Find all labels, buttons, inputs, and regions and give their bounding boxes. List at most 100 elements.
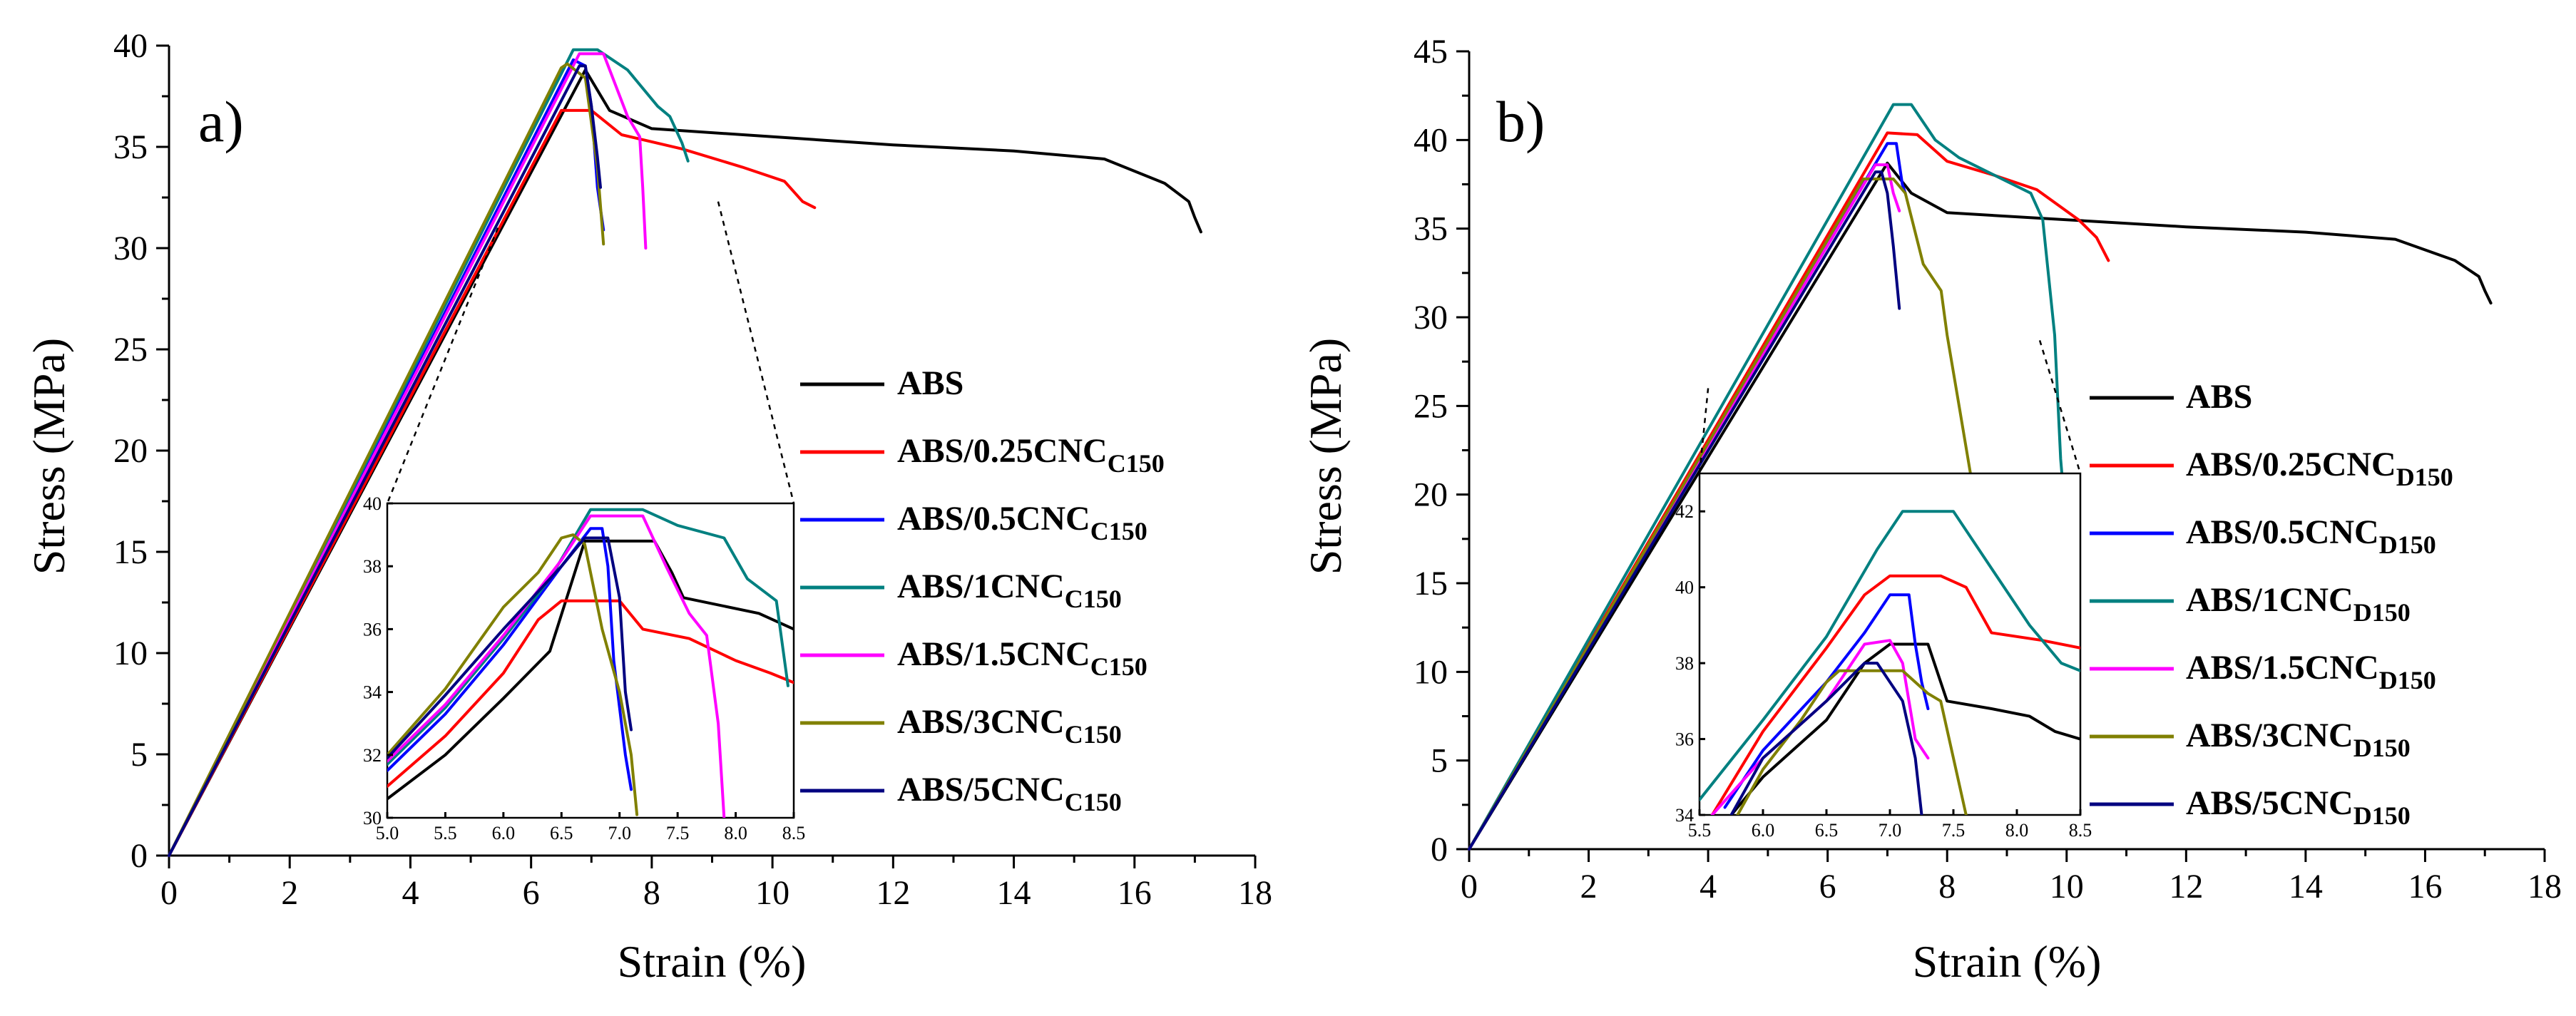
inset-x-tick-label: 8.0 [2005,820,2029,841]
y-tick-label: 25 [1414,387,1448,425]
x-tick-label: 14 [997,874,1031,912]
inset-x-tick-label: 6.0 [1752,820,1775,841]
x-tick-label: 18 [2528,868,2562,905]
inset-x-tick-label: 6.5 [550,823,573,843]
inset-x-tick-label: 7.5 [666,823,690,843]
y-tick-label: 0 [1431,831,1448,868]
legend-entry: ABS/1.5CNCD150 [2186,649,2436,694]
inset-series-line-3 [387,527,633,791]
inset-y-tick-label: 36 [363,619,382,640]
x-tick-label: 8 [643,874,660,912]
inset-x-tick-label: 7.5 [1942,820,1966,841]
inset-series-line-4 [1700,510,2080,801]
x-tick-label: 0 [160,874,178,912]
legend-entry: ABS [897,364,964,402]
y-axis-title: Stress (MPa) [1300,338,1351,575]
y-tick-label: 10 [1414,653,1448,691]
inset-series-line-3 [1723,593,1930,809]
y-tick-label: 35 [113,128,148,166]
panel-label: a) [198,89,244,154]
legend-entry: ABS [2186,378,2252,416]
x-tick-label: 6 [1819,868,1836,905]
y-tick-label: 30 [113,230,148,267]
inset-chart: 5.0 5.5 6.0 6.5 7.0 7.5 8.0 8.5 30 32 34 36 38 40 [363,493,805,843]
legend-entry: ABS/0.25CNCC150 [897,432,1165,478]
y-tick-label: 5 [131,736,148,774]
legend-entry: ABS/3CNCD150 [2186,717,2411,762]
x-tick-label: 8 [1938,868,1956,905]
x-tick-label: 14 [2289,868,2323,905]
y-tick-label: 40 [1414,121,1448,159]
inset-x-tick-label: 6.5 [1815,820,1839,841]
inset-x-tick-label: 5.5 [1688,820,1712,841]
inset-series-line-4 [387,508,789,766]
legend-label-subscript: D150 [2353,598,2411,627]
legend-label: ABS/1.5CNC [2186,649,2379,687]
legend-entry: ABS/5CNCC150 [897,771,1122,816]
y-tick-label: 15 [1414,565,1448,602]
legend-entry: ABS/0.5CNCC150 [897,500,1148,545]
series-line-2 [168,108,817,857]
inset-x-tick-label: 7.0 [1879,820,1902,841]
legend-entry: ABS/5CNCD150 [2186,784,2411,830]
legend-label-subscript: D150 [2379,666,2436,694]
legend-label-subscript: D150 [2353,734,2411,762]
legend-label-subscript: C150 [1108,449,1165,478]
inset-y-tick-label: 40 [363,493,382,514]
legend-label: ABS/0.25CNC [2186,446,2396,483]
legend-entry: ABS/1CNCC150 [897,568,1122,613]
legend-label: ABS/3CNC [2186,717,2353,754]
legend-label: ABS [2186,378,2252,416]
panel-b-chart: 0 2 4 6 8 10 12 14 16 18 0 5 10 15 20 25 30 35 40 45 Stress … [1300,33,2562,987]
legend-label-subscript: C150 [1090,517,1148,545]
legend-label: ABS/3CNC [897,703,1065,741]
x-tick-label: 18 [1238,874,1272,912]
legend-label: ABS/1CNC [2186,581,2353,619]
x-tick-label: 12 [2169,868,2203,905]
x-tick-label: 16 [2408,868,2442,905]
legend-label: ABS/0.25CNC [897,432,1108,470]
y-axis-title: Stress (MPa) [24,338,74,575]
x-tick-label: 4 [402,874,419,912]
legend-entry: ABS/3CNCC150 [897,703,1122,749]
zoom-guide-line [717,201,795,504]
x-tick-label: 2 [281,874,298,912]
inset-y-tick-label: 40 [1675,578,1694,598]
y-tick-label: 45 [1414,33,1448,71]
panel-a-chart: 0 2 4 6 8 10 12 14 16 18 0 5 10 15 20 25 30 35 40 Stress (M… [24,27,1272,987]
inset-x-tick-label: 5.0 [376,823,399,843]
legend-label: ABS/0.5CNC [897,500,1090,538]
y-tick-label: 20 [113,432,148,470]
legend: ABSABS/0.25CNCD150ABS/0.5CNCD150ABS/1CNC… [2090,378,2453,830]
zoom-guide-line [1698,388,1709,474]
inset-series-line-1 [387,539,794,801]
series-line-6 [1468,178,1979,851]
legend-label-subscript: D150 [2379,530,2436,559]
inset-series-line-2 [1710,574,2080,815]
legend-entry: ABS/1.5CNCC150 [897,635,1148,681]
x-tick-label: 2 [1580,868,1598,905]
x-tick-label: 6 [523,874,540,912]
series-line-7 [168,64,602,857]
inset-x-tick-label: 8.0 [724,823,747,843]
y-tick-label: 10 [113,635,148,672]
inset-x-tick-label: 8.5 [2069,820,2092,841]
legend-entry: ABS/0.25CNCD150 [2186,446,2453,491]
inset-x-tick-label: 5.5 [434,823,457,843]
legend-label: ABS/1CNC [897,568,1065,605]
inset-series-line-6 [387,533,639,816]
series-line-5 [168,52,648,857]
inset-y-tick-label: 32 [363,745,382,766]
legend-label: ABS/1.5CNC [897,635,1090,673]
legend-label: ABS [897,364,964,402]
x-tick-label: 0 [1461,868,1478,905]
x-tick-label: 16 [1118,874,1152,912]
inset-y-tick-label: 36 [1675,729,1694,750]
series-line-4 [168,48,690,857]
panel-label: b) [1496,89,1545,154]
inset-y-tick-label: 34 [363,682,382,703]
y-tick-label: 0 [131,837,148,875]
inset-y-tick-label: 34 [1675,805,1694,826]
legend-label-subscript: C150 [1065,788,1122,816]
